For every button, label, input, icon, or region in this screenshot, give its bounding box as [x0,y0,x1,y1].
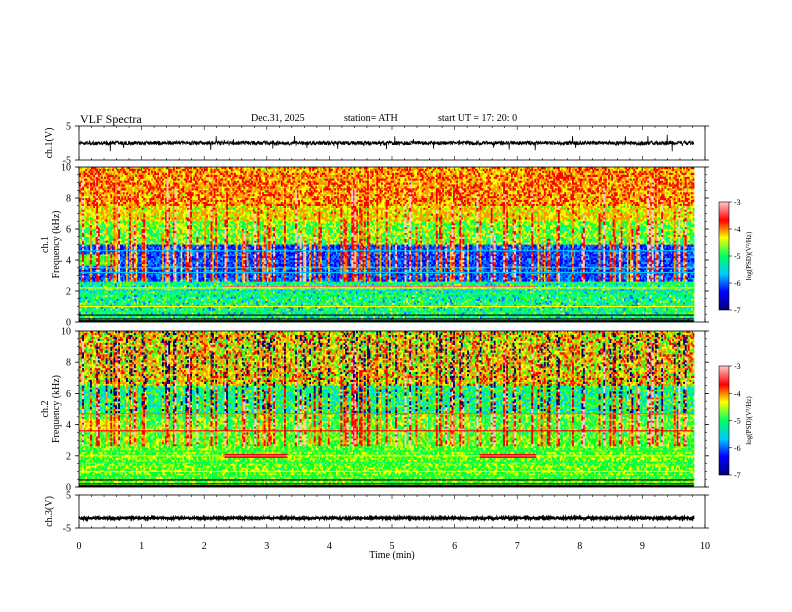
colorbar-tick-label: -3 [734,362,741,371]
tonal-segment [222,455,286,457]
colorbar-label: log(PSD)(V²/Hz) [745,396,753,445]
y-axis-label: Frequency (kHz) [51,375,62,443]
colorbar-tick-label: -5 [734,252,741,261]
spectrogram-cells [79,331,695,488]
y-axis-label: ch.2 [40,401,51,418]
y-tick-label: 2 [66,287,71,298]
x-tick-label: 9 [640,541,645,552]
x-tick-label: 8 [577,541,582,552]
y-tick-label: 0 [66,318,71,329]
panel-frame [78,494,706,529]
spectrogram-color-layer [79,167,695,282]
x-axis-label: Time (min) [369,550,414,561]
spectrogram-color-layer [79,385,695,488]
y-tick-label: 5 [66,122,71,133]
colorbar [718,201,730,311]
waveform-trace [78,134,695,152]
spectrogram-color-layer [79,385,695,414]
y-tick-label: 4 [66,420,71,431]
y-tick-label: -5 [63,156,71,167]
x-tick-label: 4 [327,541,332,552]
y-tick-label: 6 [66,225,71,236]
y-axis-label: ch.3(V) [44,496,55,527]
x-tick-label: 2 [202,541,207,552]
y-tick-label: 8 [66,358,71,369]
station-label: station= ATH [344,113,398,124]
colorbar-tick-label: -3 [734,198,741,207]
low-frequency-band [79,320,694,322]
spectrogram-color-layer [79,221,695,323]
y-tick-label: 10 [61,327,71,338]
colorbar-tick-label: -4 [734,225,741,234]
colorbar-tick-label: -6 [734,444,741,453]
x-tick-label: 10 [700,541,710,552]
tonal-segment [479,455,536,457]
x-tick-label: 3 [264,541,269,552]
colorbar-tick-label: -7 [734,306,741,315]
y-axis-label: ch.1(V) [44,128,55,159]
spectrogram-color-layer [79,331,695,447]
chart-title: VLF Spectra [80,112,142,126]
colorbar-tick-label: -7 [734,471,741,480]
start-time-label: start UT = 17: 20: 0 [438,113,518,124]
date-label: Dec.31, 2025 [251,113,305,124]
x-tick-label: 0 [77,541,82,552]
y-axis-label: Frequency (kHz) [51,210,62,278]
y-tick-label: 5 [66,491,71,502]
spectrogram-cells [79,167,695,323]
y-tick-label: 4 [66,256,71,267]
spectrogram-color-layer [82,331,687,416]
y-axis-label: ch.1 [40,236,51,253]
y-tick-label: 6 [66,389,71,400]
waveform-trace [78,513,695,523]
colorbar-tick-label: -6 [734,279,741,288]
colorbar [718,365,730,476]
spectrogram-color-layer [79,331,695,458]
colorbar-tick-label: -5 [734,417,741,426]
y-tick-label: 0 [66,483,71,494]
spectrogram-color-layer [79,331,695,488]
y-tick-label: 2 [66,451,71,462]
x-tick-label: 7 [515,541,520,552]
x-tick-label: 5 [390,541,395,552]
low-frequency-band [79,485,694,487]
y-tick-label: 10 [61,163,71,174]
colorbar-tick-label: -4 [734,389,741,398]
y-tick-label: 8 [66,194,71,205]
colorbar-label: log(PSD)(V²/Hz) [745,231,753,280]
y-tick-label: -5 [63,524,71,535]
spectrogram-color-layer [79,331,695,488]
x-tick-label: 1 [139,541,144,552]
x-tick-label: 6 [452,541,457,552]
